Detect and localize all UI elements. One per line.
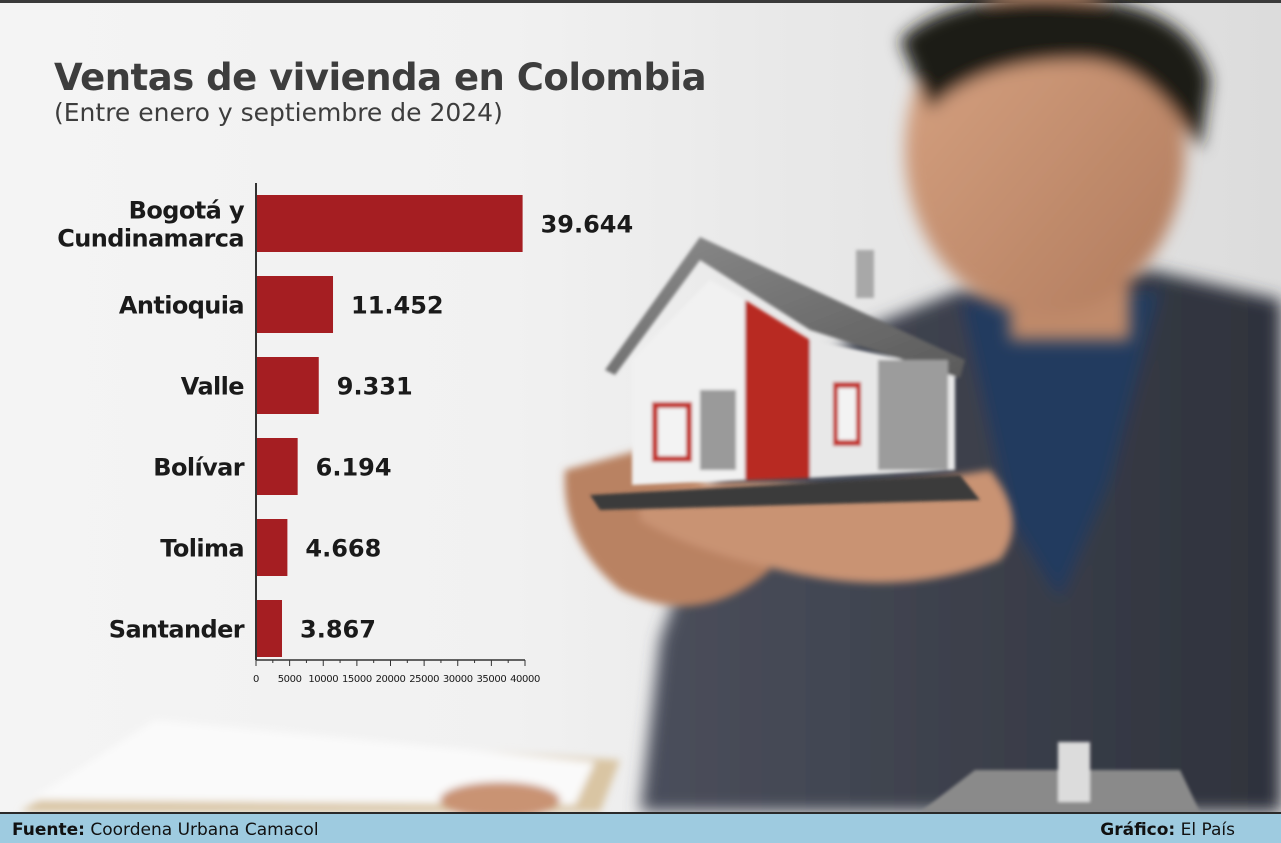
category-label: Santander: [109, 616, 245, 644]
source-key: Fuente:: [12, 820, 85, 840]
background-photo: [20, 0, 1281, 812]
bar: [256, 357, 319, 414]
credit-key: Gráfico:: [1100, 820, 1176, 840]
category-label: Bolívar: [153, 454, 244, 482]
bar: [256, 600, 283, 657]
x-tick-label: 5000: [278, 674, 302, 685]
credit-value: El País: [1180, 820, 1235, 840]
small-house-icon: [920, 742, 1200, 812]
category-label: Valle: [181, 373, 245, 401]
bar: [256, 276, 334, 333]
category-label: Cundinamarca: [57, 225, 244, 253]
bar: [256, 195, 523, 252]
bar: [256, 519, 288, 576]
chart-title: Ventas de vivienda en Colombia: [54, 56, 707, 99]
clipboard: [20, 720, 620, 812]
credit-line: Gráfico: El País: [1100, 820, 1235, 840]
value-label: 39.644: [541, 211, 634, 239]
top-rule: [0, 0, 1281, 3]
x-tick-label: 15000: [342, 674, 372, 685]
x-tick-label: 40000: [510, 674, 540, 685]
footer: Fuente: Coordena Urbana Camacol Gráfico:…: [0, 812, 1281, 843]
x-tick-label: 35000: [476, 674, 506, 685]
category-label: Tolima: [160, 535, 244, 563]
x-tick-label: 25000: [409, 674, 439, 685]
x-tick-label: 0: [253, 674, 259, 685]
value-label: 3.867: [300, 616, 376, 644]
x-tick-label: 10000: [308, 674, 338, 685]
value-label: 9.331: [337, 373, 413, 401]
value-label: 6.194: [316, 454, 392, 482]
person-head: [900, 0, 1210, 340]
chart-subtitle: (Entre enero y septiembre de 2024): [54, 98, 503, 127]
bar: [256, 438, 298, 495]
x-tick-label: 30000: [443, 674, 473, 685]
value-label: 4.668: [305, 535, 381, 563]
value-label: 11.452: [351, 292, 444, 320]
source-line: Fuente: Coordena Urbana Camacol: [12, 820, 319, 840]
category-label: Antioquia: [119, 292, 244, 320]
source-value: Coordena Urbana Camacol: [90, 820, 319, 840]
x-tick-label: 20000: [376, 674, 406, 685]
category-label: Bogotá y: [129, 197, 245, 225]
model-house-icon: [590, 237, 980, 510]
